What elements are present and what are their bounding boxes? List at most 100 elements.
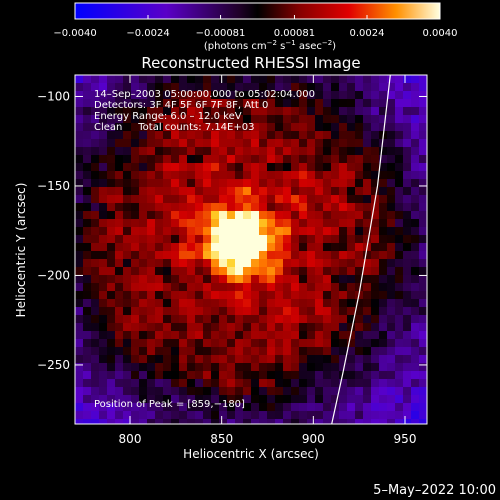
heatmap-cell bbox=[195, 379, 204, 388]
heatmap-cell bbox=[403, 123, 412, 132]
heatmap-cell bbox=[267, 163, 276, 172]
heatmap-cell bbox=[123, 291, 132, 300]
heatmap-cell bbox=[243, 283, 252, 292]
heatmap-cell bbox=[243, 83, 252, 92]
heatmap-cell bbox=[371, 211, 380, 220]
heatmap-cell bbox=[83, 227, 92, 236]
heatmap-cell bbox=[347, 107, 356, 116]
heatmap-cell bbox=[299, 371, 308, 380]
heatmap-cell bbox=[139, 339, 148, 348]
heatmap-cell bbox=[339, 339, 348, 348]
heatmap-cell bbox=[275, 387, 284, 396]
heatmap-cell bbox=[235, 291, 244, 300]
heatmap-cell bbox=[83, 115, 92, 124]
heatmap-cell bbox=[395, 235, 404, 244]
heatmap-cell bbox=[203, 251, 212, 260]
heatmap-cell bbox=[387, 379, 396, 388]
heatmap-cell bbox=[275, 363, 284, 372]
heatmap-cell bbox=[371, 419, 380, 424]
heatmap-cell bbox=[347, 387, 356, 396]
heatmap-cell bbox=[99, 235, 108, 244]
heatmap-cell bbox=[91, 339, 100, 348]
heatmap-cell bbox=[419, 275, 427, 284]
heatmap-cell bbox=[411, 83, 420, 92]
heatmap-cell bbox=[107, 291, 116, 300]
heatmap-cell bbox=[395, 123, 404, 132]
heatmap-cell bbox=[379, 347, 388, 356]
heatmap-cell bbox=[211, 147, 220, 156]
heatmap-cell bbox=[115, 139, 124, 148]
heatmap-cell bbox=[107, 395, 116, 404]
heatmap-cell bbox=[243, 155, 252, 164]
heatmap-cell bbox=[115, 195, 124, 204]
heatmap-cell bbox=[163, 275, 172, 284]
heatmap-cell bbox=[275, 323, 284, 332]
heatmap-cell bbox=[195, 211, 204, 220]
heatmap-cell bbox=[243, 123, 252, 132]
heatmap-cell bbox=[275, 379, 284, 388]
heatmap-cell bbox=[243, 387, 252, 396]
heatmap-cell bbox=[203, 211, 212, 220]
heatmap-cell bbox=[83, 347, 92, 356]
heatmap-cell bbox=[419, 331, 427, 340]
heatmap-cell bbox=[187, 331, 196, 340]
heatmap-cell bbox=[219, 315, 228, 324]
heatmap-cell bbox=[115, 267, 124, 276]
heatmap-cell bbox=[283, 259, 292, 268]
heatmap-cell bbox=[275, 195, 284, 204]
heatmap-cell bbox=[331, 315, 340, 324]
heatmap-cell bbox=[115, 123, 124, 132]
heatmap-cell bbox=[251, 195, 260, 204]
heatmap-cell bbox=[411, 323, 420, 332]
heatmap-cell bbox=[283, 395, 292, 404]
heatmap-cell bbox=[339, 291, 348, 300]
heatmap-cell bbox=[299, 403, 308, 412]
heatmap-cell bbox=[315, 115, 324, 124]
heatmap-cell bbox=[275, 147, 284, 156]
heatmap-cell bbox=[363, 307, 372, 316]
heatmap-cell bbox=[155, 371, 164, 380]
heatmap-cell bbox=[155, 395, 164, 404]
heatmap-cell bbox=[347, 299, 356, 308]
heatmap-cell bbox=[91, 299, 100, 308]
heatmap-cell bbox=[107, 203, 116, 212]
heatmap-cell bbox=[75, 107, 84, 116]
heatmap-cell bbox=[299, 347, 308, 356]
heatmap-cell bbox=[155, 243, 164, 252]
heatmap-cell bbox=[331, 363, 340, 372]
heatmap-cell bbox=[179, 291, 188, 300]
heatmap-cell bbox=[411, 99, 420, 108]
heatmap-cell bbox=[187, 275, 196, 284]
heatmap-cell bbox=[179, 339, 188, 348]
heatmap-cell bbox=[355, 419, 364, 424]
heatmap-cell bbox=[107, 179, 116, 188]
heatmap-cell bbox=[355, 171, 364, 180]
heatmap-cell bbox=[283, 235, 292, 244]
heatmap-cell bbox=[219, 75, 228, 84]
heatmap-cell bbox=[395, 331, 404, 340]
heatmap-cell bbox=[403, 283, 412, 292]
heatmap-cell bbox=[195, 283, 204, 292]
heatmap-cell bbox=[131, 355, 140, 364]
heatmap-cell bbox=[147, 323, 156, 332]
heatmap-cell bbox=[99, 323, 108, 332]
heatmap-cell bbox=[323, 75, 332, 84]
heatmap-cell bbox=[331, 107, 340, 116]
heatmap-cell bbox=[243, 75, 252, 84]
heatmap-cell bbox=[387, 355, 396, 364]
heatmap-cell bbox=[379, 195, 388, 204]
heatmap-cell bbox=[147, 419, 156, 424]
heatmap-cell bbox=[155, 267, 164, 276]
heatmap-cell bbox=[163, 155, 172, 164]
heatmap-cell bbox=[267, 171, 276, 180]
heatmap-cell bbox=[219, 331, 228, 340]
heatmap-cell bbox=[267, 155, 276, 164]
heatmap-cell bbox=[331, 243, 340, 252]
heatmap-cell bbox=[387, 403, 396, 412]
heatmap-cell bbox=[171, 315, 180, 324]
heatmap-cell bbox=[363, 203, 372, 212]
heatmap-cell bbox=[147, 227, 156, 236]
heatmap-cell bbox=[235, 227, 244, 236]
heatmap-cell bbox=[395, 339, 404, 348]
heatmap-cell bbox=[419, 283, 427, 292]
